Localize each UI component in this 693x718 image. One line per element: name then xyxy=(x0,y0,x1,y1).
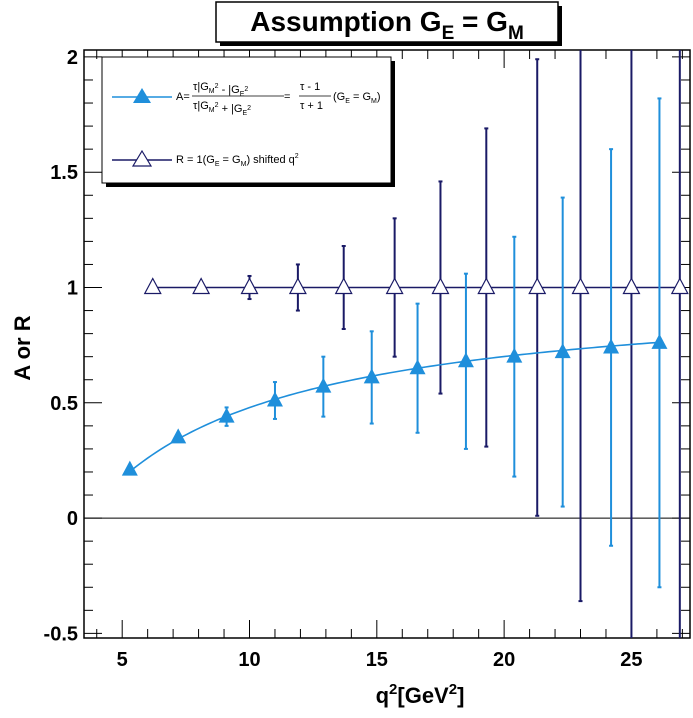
data-point xyxy=(240,277,259,295)
series-r-group xyxy=(143,50,689,638)
y-tick-label: 0 xyxy=(67,508,78,530)
data-point xyxy=(363,368,380,384)
series-a-curve xyxy=(129,341,660,473)
legend-a-numerator: τ|GM2 - |GE2 xyxy=(193,81,248,98)
title-box: Assumption GE = GM xyxy=(215,1,562,46)
legend-a-lhs: A= xyxy=(176,91,190,103)
x-tick-label: 15 xyxy=(366,649,388,671)
y-axis-title: A or R xyxy=(10,315,35,380)
legend-a-eq: = xyxy=(284,91,290,103)
legend-marker-r xyxy=(131,149,153,167)
y-tick-label: 2 xyxy=(67,47,78,69)
legend-r-label: R = 1(GE = GM) shifted q2 xyxy=(176,153,299,168)
data-point xyxy=(315,377,332,393)
x-axis-title: q2[GeV2] xyxy=(376,681,465,708)
chart-title: Assumption GE = GM xyxy=(250,6,524,44)
legend-marker-a xyxy=(133,88,151,103)
legend-a-denominator: τ|GM2 + |GE2 xyxy=(193,100,251,117)
data-point xyxy=(506,347,523,363)
data-point xyxy=(571,277,590,295)
y-tick-label: -0.5 xyxy=(44,623,78,645)
data-point xyxy=(457,352,474,368)
data-point xyxy=(670,277,689,295)
data-point xyxy=(622,277,641,295)
legend-entry-r: R = 1(GE = GM) shifted q2 xyxy=(112,149,299,168)
x-tick-label: 10 xyxy=(238,649,260,671)
x-tick-label: 20 xyxy=(493,649,515,671)
data-point xyxy=(192,277,211,295)
legend-entry-a: A= τ|GM2 - |GE2 τ|GM2 + |GE2 = τ - 1 τ +… xyxy=(112,81,381,117)
data-point xyxy=(218,407,235,423)
y-tick-label: 0.5 xyxy=(50,393,78,415)
y-axis: -0.5 0 0.5 1 1.5 2 xyxy=(44,47,690,645)
data-point xyxy=(334,277,353,295)
data-point xyxy=(143,277,162,295)
data-point xyxy=(603,338,620,354)
data-point xyxy=(554,343,571,359)
legend-a-frac2-num: τ - 1 xyxy=(300,81,320,93)
data-point xyxy=(477,277,496,295)
data-point xyxy=(651,333,668,349)
title-frame xyxy=(215,1,559,43)
y-tick-label: 1 xyxy=(67,278,78,300)
legend-a-frac2-den: τ + 1 xyxy=(300,100,323,112)
series-a-group xyxy=(121,97,668,589)
data-point xyxy=(385,277,404,295)
x-tick-label: 25 xyxy=(620,649,642,671)
data-point xyxy=(409,359,426,375)
legend-a-condition: (GE = GM) xyxy=(333,91,381,105)
legend-frame xyxy=(101,56,392,184)
plot-frame xyxy=(83,49,691,639)
data-point xyxy=(170,428,187,444)
y-tick-label: 1.5 xyxy=(50,162,78,184)
x-tick-label: 5 xyxy=(117,649,128,671)
data-point xyxy=(266,391,283,407)
data-point xyxy=(528,277,547,295)
data-point xyxy=(288,277,307,295)
legend: A= τ|GM2 - |GE2 τ|GM2 + |GE2 = τ - 1 τ +… xyxy=(101,56,395,187)
data-point xyxy=(121,460,138,476)
data-point xyxy=(431,277,450,295)
